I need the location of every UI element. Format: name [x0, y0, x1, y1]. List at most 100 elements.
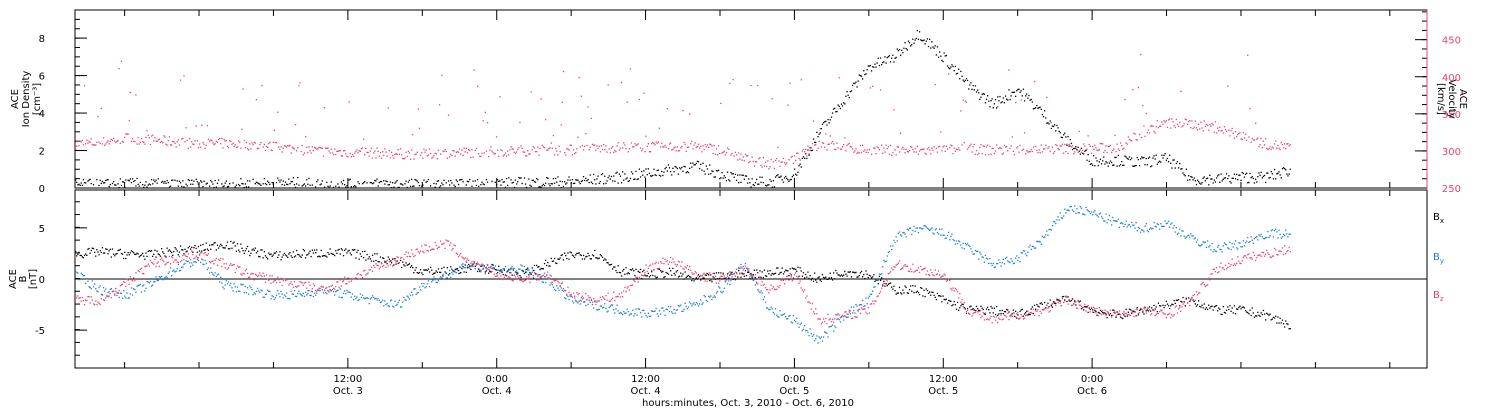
data-point	[724, 176, 726, 179]
data-point	[203, 143, 205, 145]
data-point	[1049, 150, 1051, 152]
data-point	[665, 308, 667, 310]
data-point	[306, 179, 308, 181]
data-point	[934, 45, 936, 47]
data-point	[134, 288, 136, 291]
data-point	[161, 257, 163, 259]
data-point	[829, 272, 831, 274]
data-point	[338, 248, 340, 251]
data-point	[363, 182, 365, 184]
data-point	[296, 249, 298, 252]
data-point	[906, 150, 908, 153]
data-point	[125, 133, 127, 135]
data-point	[814, 144, 816, 146]
data-point	[374, 266, 376, 268]
data-point	[545, 259, 547, 261]
data-point	[682, 267, 684, 270]
data-point	[881, 144, 883, 146]
data-point	[427, 154, 430, 156]
data-point	[308, 177, 310, 180]
data-point	[910, 227, 912, 229]
data-point	[558, 184, 560, 187]
data-point	[1117, 154, 1119, 156]
data-point	[1222, 132, 1224, 134]
data-point	[904, 285, 906, 287]
data-point	[662, 257, 664, 259]
data-point	[367, 297, 369, 300]
data-point	[888, 282, 891, 285]
data-point	[495, 269, 498, 271]
data-point	[811, 335, 814, 337]
data-point	[771, 186, 773, 188]
data-point	[270, 298, 272, 300]
data-point	[930, 47, 932, 49]
data-point	[1085, 306, 1087, 308]
data-point	[290, 290, 292, 293]
data-point	[642, 274, 644, 277]
data-point	[471, 265, 473, 267]
data-point	[207, 138, 210, 141]
data-point	[835, 149, 837, 151]
data-point	[476, 261, 479, 263]
data-point	[722, 177, 724, 179]
data-point	[1233, 243, 1236, 245]
data-point	[495, 273, 498, 275]
data-point	[730, 171, 732, 174]
data-point	[1287, 143, 1289, 145]
data-point	[1161, 121, 1163, 123]
data-point	[98, 302, 100, 304]
data-point	[138, 284, 140, 286]
data-point	[146, 255, 148, 258]
data-point	[321, 147, 323, 149]
data-point	[954, 243, 956, 245]
data-point	[278, 293, 280, 295]
data-point	[768, 309, 770, 311]
data-point	[652, 274, 654, 277]
data-point	[1141, 156, 1143, 158]
data-point	[603, 183, 605, 185]
data-point	[1257, 311, 1259, 313]
data-point	[1020, 90, 1022, 92]
data-point	[1031, 245, 1033, 248]
data-point	[1026, 255, 1028, 257]
data-point	[646, 174, 648, 176]
data-point	[560, 254, 562, 257]
data-point	[588, 255, 590, 257]
data-point	[520, 276, 522, 278]
data-point	[733, 273, 735, 275]
data-point	[699, 278, 701, 280]
data-point	[887, 251, 889, 253]
data-point	[905, 236, 907, 238]
data-point	[1224, 177, 1227, 179]
data-point	[252, 144, 254, 146]
data-point	[849, 271, 851, 273]
data-point	[251, 289, 253, 291]
data-point	[956, 72, 959, 75]
data-point	[944, 55, 946, 57]
data-point	[454, 268, 456, 271]
data-point	[172, 140, 174, 143]
data-point	[749, 278, 751, 280]
data-point	[685, 172, 687, 174]
data-point	[1229, 241, 1231, 243]
data-point	[1160, 161, 1162, 163]
data-point	[531, 271, 533, 273]
data-point	[184, 254, 186, 256]
data-point	[162, 279, 164, 281]
data-point	[564, 252, 566, 254]
data-point	[368, 269, 370, 271]
data-point	[774, 272, 777, 274]
data-point	[1096, 214, 1098, 217]
data-point	[906, 49, 908, 51]
data-point	[172, 270, 174, 272]
data-point	[358, 278, 360, 280]
data-point	[547, 277, 549, 279]
data-point	[177, 263, 179, 266]
data-point	[1129, 309, 1132, 311]
data-point	[1033, 80, 1036, 83]
data-point	[465, 260, 467, 262]
data-point	[311, 146, 313, 148]
data-point	[998, 313, 1000, 315]
data-point	[174, 247, 176, 249]
data-point	[571, 154, 574, 156]
